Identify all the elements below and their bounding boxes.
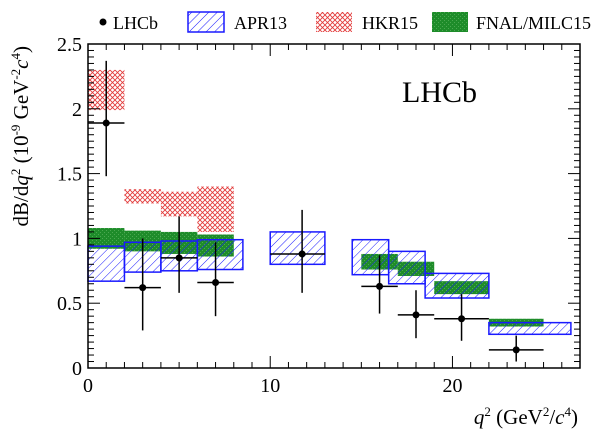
lhcb-data-point xyxy=(298,250,306,258)
legend-swatch-fnal-milc15 xyxy=(432,12,468,32)
lhcb-data-point xyxy=(139,284,147,292)
legend-item-apr13: APR13 xyxy=(187,11,287,33)
apr13-band xyxy=(387,250,426,285)
lhcb-data-points xyxy=(88,60,544,362)
hkr15-band xyxy=(124,189,161,204)
y-tick-label: 2.5 xyxy=(57,34,82,56)
y-tick-label: 1.5 xyxy=(57,164,82,186)
lhcb-annotation: LHCb xyxy=(402,76,477,109)
y-tick-label: 1 xyxy=(72,228,82,250)
x-tick-label: 0 xyxy=(83,375,93,397)
legend-swatch-apr13 xyxy=(187,11,225,33)
y-tick-label: 2 xyxy=(72,99,82,121)
y-tick-label: 0 xyxy=(72,358,82,380)
legend-item-fnal-milc15: FNAL/MILC15 xyxy=(432,12,591,33)
x-tick-label: 10 xyxy=(260,375,280,397)
lhcb-data-point xyxy=(512,346,520,354)
legend-label-fnal-milc15: FNAL/MILC15 xyxy=(476,13,591,33)
lhcb-data-point xyxy=(458,315,466,323)
legend-point-marker xyxy=(99,18,107,26)
x-axis-label: q2 (GeV2/c4) xyxy=(474,404,578,429)
legend: LHCb APR13 HKR15 FNAL/MILC15 xyxy=(99,11,591,33)
hkr15-band xyxy=(197,186,234,232)
apr13-band xyxy=(351,238,390,276)
legend-label-apr13: APR13 xyxy=(234,13,287,33)
lhcb-data-point xyxy=(376,282,384,290)
apr13-band xyxy=(488,321,572,336)
legend-label-hkr15: HKR15 xyxy=(362,13,418,33)
fnal-milc15-band xyxy=(88,228,125,249)
lhcb-data-point xyxy=(175,254,183,262)
legend-label-lhcb: LHCb xyxy=(113,13,158,33)
legend-item-lhcb: LHCb xyxy=(99,13,158,33)
lhcb-data-point xyxy=(212,278,220,286)
apr13-band xyxy=(269,231,326,266)
lhcb-data-point xyxy=(412,311,420,319)
axis-ticks: 0 10 20 0 0.5 1 1.5 2 2.5 xyxy=(57,34,581,397)
y-axis-label: dB/dq2 (10-9 GeV-2c4) xyxy=(8,46,33,227)
hkr15-bands xyxy=(88,69,234,232)
legend-item-hkr15: HKR15 xyxy=(316,12,418,33)
y-tick-label: 0.5 xyxy=(57,293,82,315)
legend-swatch-hkr15 xyxy=(316,12,352,32)
apr13-band xyxy=(196,238,244,271)
hkr15-band xyxy=(160,191,198,217)
x-tick-label: 20 xyxy=(442,375,462,397)
lhcb-data-point xyxy=(102,119,110,127)
apr13-band xyxy=(424,272,490,299)
